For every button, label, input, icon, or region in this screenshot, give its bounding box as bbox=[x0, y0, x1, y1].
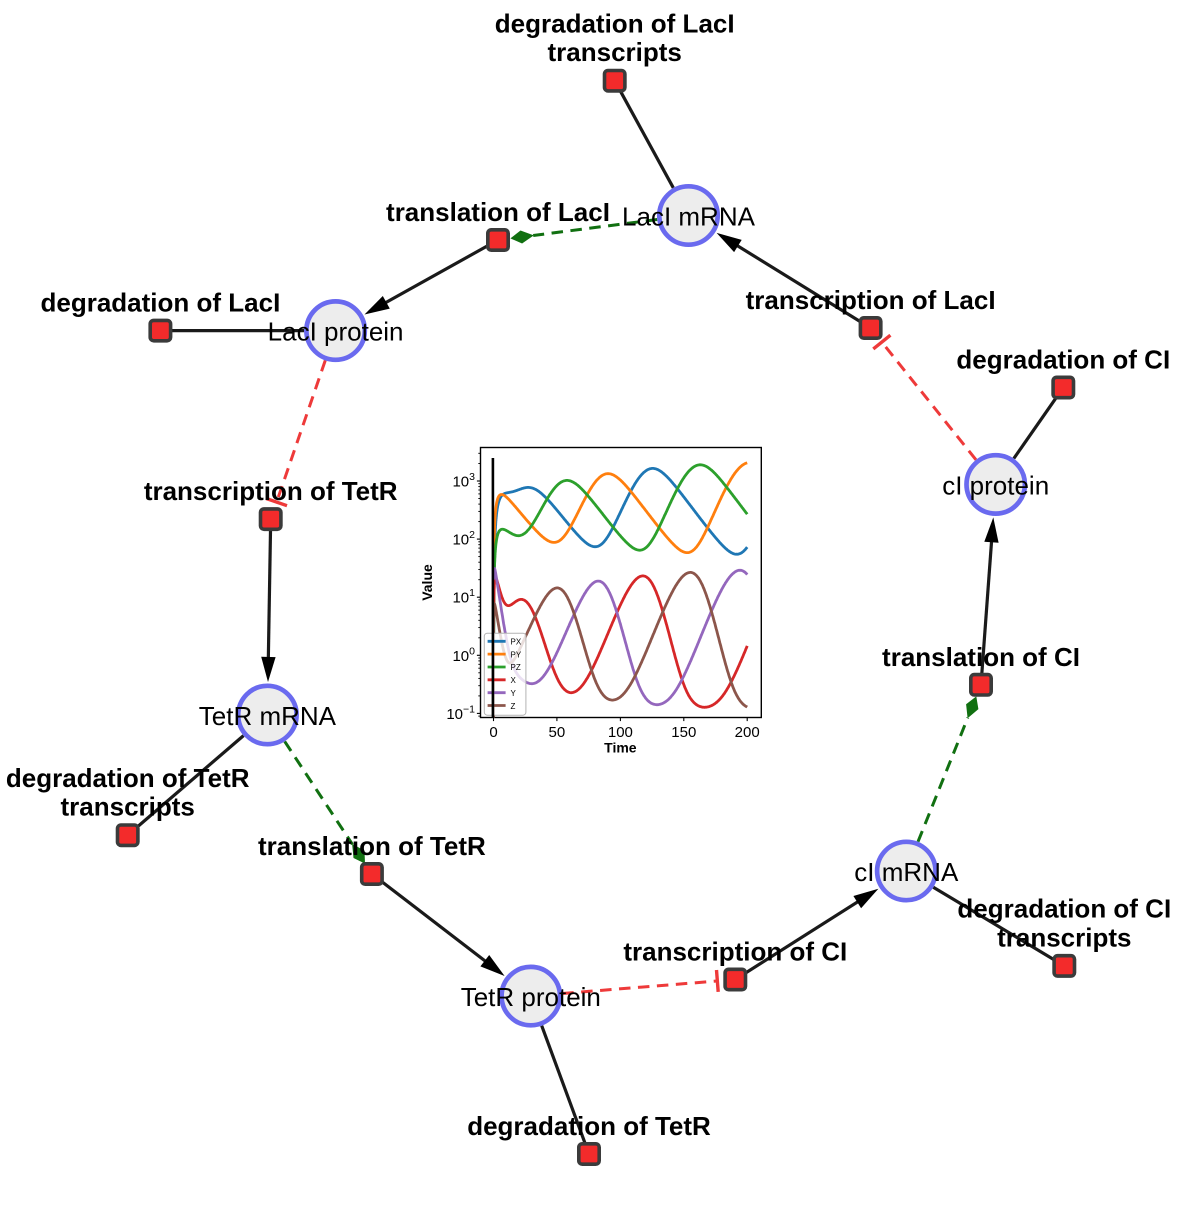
svg-text:Y: Y bbox=[511, 689, 517, 698]
svg-text:degradation of TetR: degradation of TetR bbox=[467, 1111, 711, 1141]
svg-text:transcripts: transcripts bbox=[997, 922, 1131, 952]
svg-text:translation of CI: translation of CI bbox=[882, 642, 1080, 672]
svg-text:200: 200 bbox=[735, 724, 760, 741]
svg-text:PY: PY bbox=[511, 650, 522, 659]
svg-text:Value: Value bbox=[419, 564, 435, 601]
svg-text:transcription of TetR: transcription of TetR bbox=[144, 476, 398, 506]
svg-text:100: 100 bbox=[608, 724, 633, 741]
svg-text:PX: PX bbox=[511, 638, 522, 647]
svg-text:translation of LacI: translation of LacI bbox=[386, 197, 610, 227]
svg-text:0: 0 bbox=[489, 724, 497, 741]
svg-text:transcripts: transcripts bbox=[61, 792, 195, 822]
svg-text:cI protein: cI protein bbox=[942, 470, 1049, 500]
svg-text:degradation of TetR: degradation of TetR bbox=[6, 763, 250, 793]
svg-text:Time: Time bbox=[604, 740, 637, 756]
svg-text:LacI protein: LacI protein bbox=[268, 317, 404, 347]
svg-text:cI mRNA: cI mRNA bbox=[854, 857, 959, 887]
svg-text:150: 150 bbox=[671, 724, 696, 741]
svg-text:degradation of CI: degradation of CI bbox=[956, 345, 1170, 375]
svg-text:degradation of CI: degradation of CI bbox=[957, 894, 1171, 924]
svg-text:PZ: PZ bbox=[511, 663, 521, 672]
svg-text:transcripts: transcripts bbox=[548, 37, 682, 67]
svg-text:X: X bbox=[511, 676, 517, 685]
svg-text:Z: Z bbox=[511, 702, 516, 711]
svg-text:transcription of LacI: transcription of LacI bbox=[746, 285, 996, 315]
svg-text:TetR mRNA: TetR mRNA bbox=[199, 701, 337, 731]
svg-text:TetR protein: TetR protein bbox=[461, 982, 601, 1012]
svg-text:translation of TetR: translation of TetR bbox=[258, 831, 486, 861]
svg-text:50: 50 bbox=[549, 724, 566, 741]
svg-text:degradation of LacI: degradation of LacI bbox=[495, 8, 735, 38]
svg-text:degradation of LacI: degradation of LacI bbox=[40, 288, 280, 318]
svg-text:transcription of CI: transcription of CI bbox=[623, 937, 847, 967]
svg-text:LacI mRNA: LacI mRNA bbox=[622, 202, 756, 232]
